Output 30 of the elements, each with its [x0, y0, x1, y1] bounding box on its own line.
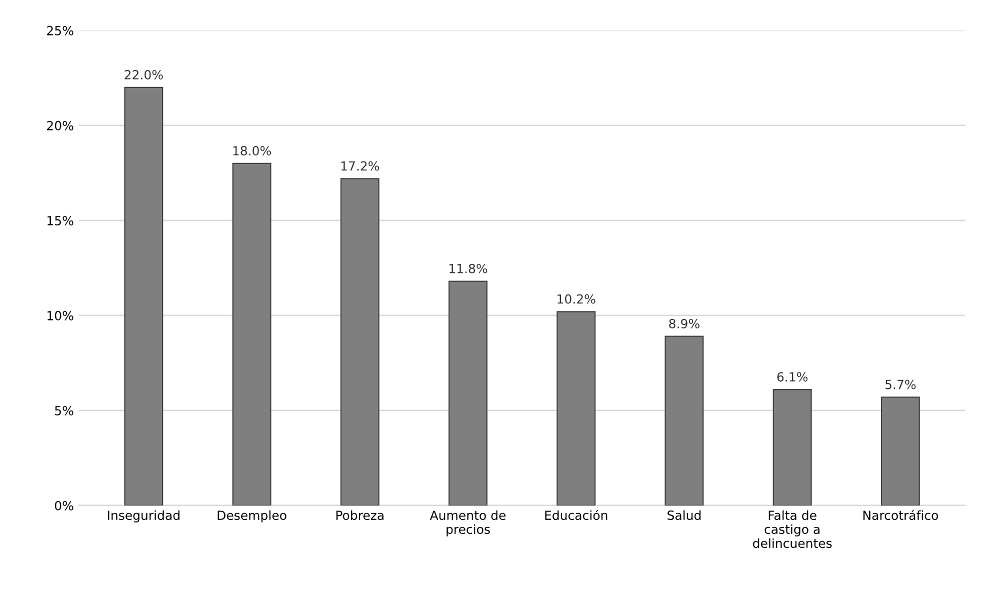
y-tick-label: 10% [48, 310, 74, 320]
bar [232, 162, 272, 506]
x-tick-label: Desempleo [218, 510, 286, 522]
y-tick-label: 15% [48, 216, 74, 226]
data-label: 22.0% [124, 70, 163, 80]
data-label: 17.2% [341, 161, 380, 171]
x-tick-label: Falta de castigo a delincuentes [753, 510, 832, 548]
y-tick-label: 20% [47, 120, 74, 130]
bar [556, 311, 596, 506]
bar [448, 280, 488, 506]
bar [664, 336, 704, 506]
data-label: 10.2% [558, 294, 596, 304]
y-tick-label: 25% [47, 26, 74, 36]
x-tick-label: Pobreza [336, 510, 384, 520]
x-tick-label: Aumento de precios [430, 510, 506, 536]
x-tick-label: Educación [545, 510, 608, 520]
x-tick-label: Narcotráfico [863, 510, 938, 520]
y-tick-label: 0% [54, 500, 74, 510]
data-label: 5.7% [886, 380, 916, 390]
bar [124, 86, 164, 506]
bar [880, 396, 920, 506]
data-label: 18.0% [233, 146, 271, 156]
bar [340, 178, 380, 506]
y-tick-label: 5% [55, 406, 74, 416]
x-tick-label: Salud [668, 510, 701, 520]
data-label: 6.1% [777, 372, 808, 382]
bar [772, 389, 812, 506]
data-label: 8.9% [669, 318, 700, 328]
x-tick-label: Inseguridad [108, 510, 180, 522]
data-label: 11.8% [450, 264, 488, 274]
